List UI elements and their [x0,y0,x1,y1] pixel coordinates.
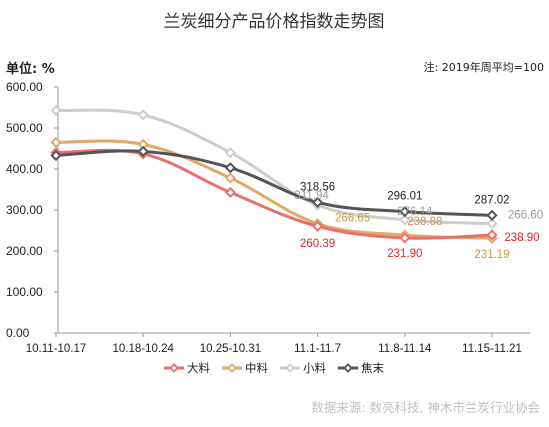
data-label: 318.56 [300,181,335,193]
baseline-note: 注: 2019年周平均=100 [424,60,544,74]
y-tick-label: 600.00 [6,80,43,94]
x-tick-label: 11.15-11.21 [462,343,522,355]
data-source-note: 数据来源: 数亮科技, 神木市兰炭行业协会 [311,400,540,415]
data-label: 238.90 [504,232,539,244]
series-point [224,146,237,159]
x-tick-label: 10.25-10.31 [200,343,261,355]
series-point [224,172,237,184]
y-tick-label: 200.00 [6,244,43,258]
series-point [50,149,62,162]
legend-label: 小料 [303,361,326,375]
series-point [486,209,498,221]
series-layer [50,104,498,244]
data-label: 231.19 [474,249,509,261]
data-label: 287.02 [474,194,509,206]
series-焦末 [50,145,498,221]
x-tick-label: 11.8-11.14 [378,343,432,355]
x-tick-label: 10.18-10.24 [113,343,175,355]
legend-swatch-marker [285,363,295,373]
chart-legend: 大料 中料 小料 焦末 [164,361,384,375]
legend-item: 小料 [280,361,326,375]
series-point [137,109,149,121]
chart-title: 兰炭细分产品价格指数走势图 [164,12,385,32]
y-tick-label: 400.00 [6,162,43,176]
series-point [399,232,411,244]
data-label: 276.14 [397,206,433,218]
legend-swatch-marker [227,363,237,373]
data-label: 311.94 [294,190,329,202]
series-point [224,162,237,174]
series-大料 [50,146,498,244]
series-小料 [50,104,498,230]
series-point [486,229,498,241]
legend-item: 大料 [164,361,210,375]
data-labels-layer: 318.56 296.01 287.02 311.94 276.14 266.60 266.… [294,181,543,261]
y-axis-unit-label: 单位: % [6,61,55,77]
x-tick-label: 10.11-10.17 [26,343,87,355]
series-point [311,196,324,209]
legend-label: 大料 [187,361,210,375]
series-point [486,218,498,230]
series-point [50,136,62,148]
data-label: 266.65 [335,213,370,225]
y-tick-label: 0.00 [6,326,30,340]
data-label: 266.60 [508,210,543,222]
series-point [399,206,411,218]
legend-label: 中料 [245,361,268,375]
legend-swatch-marker [169,363,179,373]
legend-item: 焦末 [338,361,384,375]
series-point [137,145,149,157]
series-line [54,149,494,217]
y-tick-label: 100.00 [6,285,43,299]
legend-swatch-marker [343,363,353,373]
chart-axes: 0.00 100.00 200.00 300.00 400.00 500.00 600.00… [6,80,530,355]
x-tick-label: 11.1-11.7 [294,343,341,355]
data-label: 296.01 [387,191,422,203]
series-line [54,139,494,240]
series-point [50,104,62,116]
series-point [399,214,411,226]
data-label: 231.90 [387,248,422,260]
legend-item: 中料 [222,361,268,375]
series-point [224,186,237,198]
y-tick-label: 500.00 [6,121,43,135]
legend-label: 焦末 [361,361,384,375]
y-tick-label: 300.00 [6,203,43,217]
series-line [54,108,494,226]
data-label: 238.88 [407,216,442,228]
data-label: 260.39 [300,238,335,250]
series-point [311,220,324,232]
